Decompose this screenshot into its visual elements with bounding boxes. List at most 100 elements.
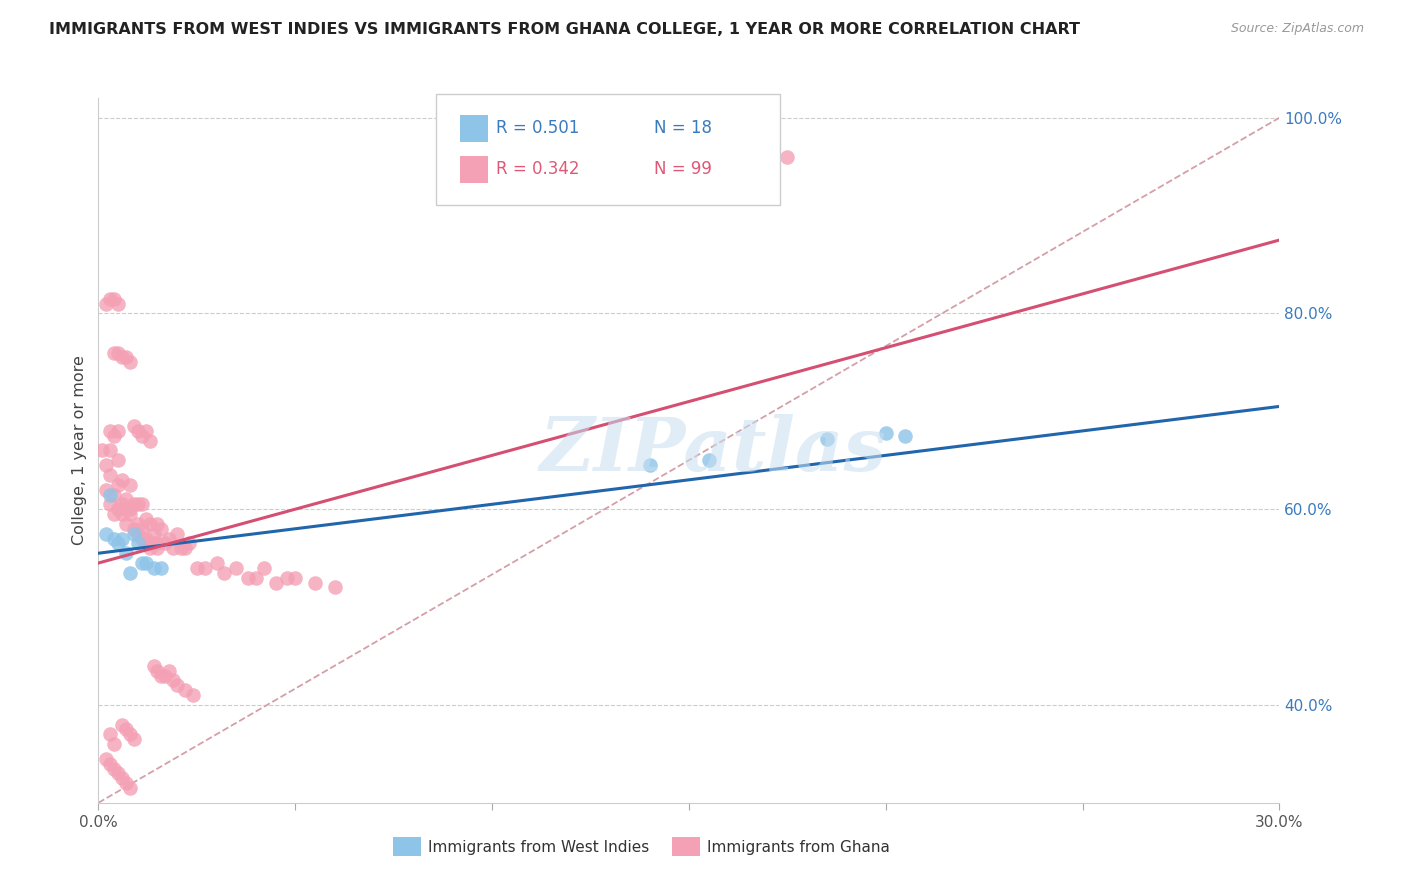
- Point: [98, 497, 121, 511]
- Point: [111, 351, 134, 365]
- Text: N = 18: N = 18: [654, 119, 711, 136]
- Point: [115, 723, 138, 737]
- Point: [138, 434, 160, 448]
- Point: [135, 512, 157, 526]
- Point: [115, 776, 138, 790]
- Point: [98, 727, 121, 741]
- Point: [150, 668, 173, 682]
- Point: [142, 658, 165, 673]
- Legend: Immigrants from West Indies, Immigrants from Ghana: Immigrants from West Indies, Immigrants …: [387, 831, 897, 862]
- Point: [135, 556, 157, 570]
- Point: [253, 561, 276, 575]
- Point: [115, 516, 138, 531]
- Point: [103, 292, 125, 306]
- Point: [118, 507, 141, 521]
- Point: [111, 532, 134, 546]
- Point: [264, 575, 287, 590]
- Point: [96, 483, 118, 497]
- Point: [146, 664, 169, 678]
- Point: [138, 516, 160, 531]
- Point: [107, 766, 129, 780]
- Point: [96, 752, 118, 766]
- Point: [894, 429, 917, 443]
- Point: [150, 561, 173, 575]
- Point: [323, 581, 346, 595]
- Point: [127, 526, 149, 541]
- Point: [138, 541, 160, 556]
- Point: [122, 732, 145, 747]
- Point: [111, 497, 134, 511]
- Point: [103, 345, 125, 359]
- Point: [146, 541, 169, 556]
- Point: [162, 541, 184, 556]
- Point: [166, 526, 188, 541]
- Point: [131, 429, 153, 443]
- Point: [150, 522, 173, 536]
- Point: [107, 296, 129, 310]
- Point: [107, 477, 129, 491]
- Point: [157, 532, 180, 546]
- Point: [142, 536, 165, 550]
- Point: [181, 688, 204, 702]
- Point: [174, 683, 197, 698]
- Point: [96, 458, 118, 472]
- Point: [815, 432, 838, 446]
- Point: [284, 571, 307, 585]
- Point: [98, 292, 121, 306]
- Point: [162, 673, 184, 688]
- Point: [146, 536, 169, 550]
- Point: [122, 497, 145, 511]
- Point: [118, 781, 141, 796]
- Text: IMMIGRANTS FROM WEST INDIES VS IMMIGRANTS FROM GHANA COLLEGE, 1 YEAR OR MORE COR: IMMIGRANTS FROM WEST INDIES VS IMMIGRANT…: [49, 22, 1080, 37]
- Point: [146, 516, 169, 531]
- Point: [111, 507, 134, 521]
- Point: [115, 351, 138, 365]
- Point: [111, 717, 134, 731]
- Point: [638, 458, 661, 472]
- Point: [122, 419, 145, 434]
- Point: [107, 502, 129, 516]
- Point: [205, 556, 228, 570]
- Point: [131, 522, 153, 536]
- Point: [875, 425, 897, 440]
- Point: [155, 668, 177, 682]
- Text: R = 0.342: R = 0.342: [496, 160, 579, 178]
- Point: [115, 502, 138, 516]
- Point: [103, 532, 125, 546]
- Point: [177, 536, 200, 550]
- Point: [98, 424, 121, 438]
- Point: [118, 566, 141, 580]
- Point: [142, 561, 165, 575]
- Point: [135, 424, 157, 438]
- Point: [697, 453, 720, 467]
- Point: [214, 566, 236, 580]
- Point: [245, 571, 267, 585]
- Point: [107, 453, 129, 467]
- Point: [135, 532, 157, 546]
- Point: [155, 536, 177, 550]
- Point: [127, 536, 149, 550]
- Point: [142, 526, 165, 541]
- Text: Source: ZipAtlas.com: Source: ZipAtlas.com: [1230, 22, 1364, 36]
- Point: [107, 345, 129, 359]
- Point: [131, 532, 153, 546]
- Point: [166, 678, 188, 692]
- Point: [127, 497, 149, 511]
- Point: [98, 443, 121, 458]
- Point: [174, 541, 197, 556]
- Point: [111, 772, 134, 786]
- Point: [157, 664, 180, 678]
- Point: [98, 467, 121, 482]
- Point: [96, 526, 118, 541]
- Point: [194, 561, 217, 575]
- Point: [118, 502, 141, 516]
- Point: [131, 497, 153, 511]
- Point: [118, 355, 141, 369]
- Point: [118, 477, 141, 491]
- Text: ZIPatlas: ZIPatlas: [538, 414, 886, 487]
- Point: [91, 443, 114, 458]
- Point: [170, 541, 193, 556]
- Point: [122, 522, 145, 536]
- Point: [103, 487, 125, 501]
- Point: [103, 429, 125, 443]
